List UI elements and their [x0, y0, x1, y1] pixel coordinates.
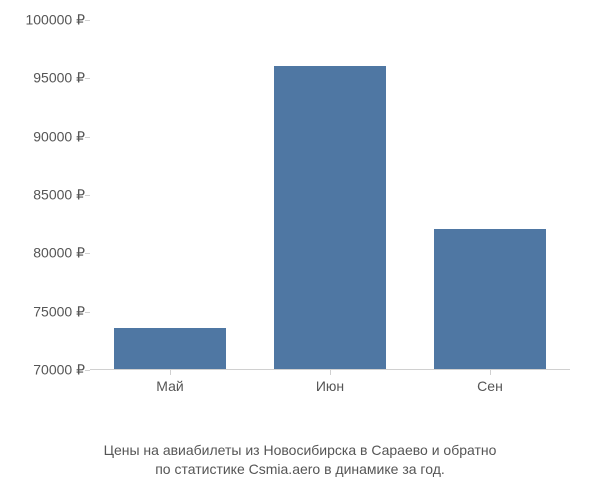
x-tick-label: Июн [316, 378, 344, 394]
y-tick-label: 85000 ₽ [10, 187, 85, 204]
y-tick-label: 100000 ₽ [10, 12, 85, 29]
y-tick-label: 70000 ₽ [10, 362, 85, 379]
bar [114, 328, 226, 369]
chart-container: 70000 ₽75000 ₽80000 ₽85000 ₽90000 ₽95000… [90, 20, 570, 400]
chart-caption: Цены на авиабилеты из Новосибирска в Сар… [0, 441, 600, 480]
y-tick-mark [85, 78, 90, 79]
plot-area: 70000 ₽75000 ₽80000 ₽85000 ₽90000 ₽95000… [90, 20, 570, 370]
bar [434, 229, 546, 369]
x-axis: Май Июн Сен [90, 378, 570, 408]
x-tick-label: Сен [477, 378, 503, 394]
y-axis: 70000 ₽75000 ₽80000 ₽85000 ₽90000 ₽95000… [10, 20, 85, 370]
bar [274, 66, 386, 369]
y-tick-label: 90000 ₽ [10, 128, 85, 145]
y-tick-mark [85, 137, 90, 138]
x-tick-mark [490, 370, 491, 375]
caption-line2: по статистике Csmia.aero в динамике за г… [155, 461, 445, 477]
y-tick-mark [85, 20, 90, 21]
x-tick-mark [330, 370, 331, 375]
y-tick-label: 80000 ₽ [10, 245, 85, 262]
bars-group [90, 19, 570, 369]
caption-line1: Цены на авиабилеты из Новосибирска в Сар… [104, 442, 497, 458]
y-tick-label: 95000 ₽ [10, 70, 85, 87]
y-tick-label: 75000 ₽ [10, 303, 85, 320]
y-tick-mark [85, 253, 90, 254]
y-tick-mark [85, 195, 90, 196]
y-tick-mark [85, 370, 90, 371]
y-tick-mark [85, 312, 90, 313]
x-tick-label: Май [156, 378, 183, 394]
x-tick-mark [170, 370, 171, 375]
